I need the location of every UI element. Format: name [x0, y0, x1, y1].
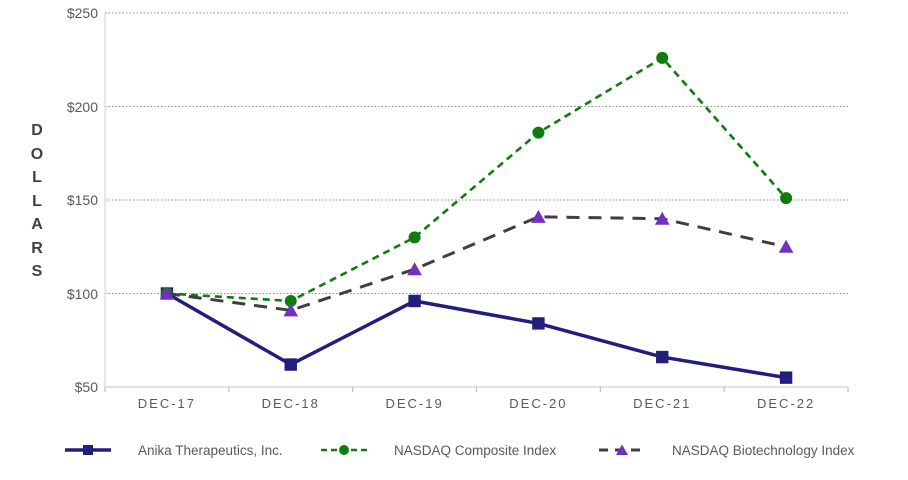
y-axis-title-letter: O: [30, 145, 44, 163]
plot-area: [104, 12, 849, 392]
marker-circle: [532, 126, 545, 139]
legend-swatch: [65, 445, 111, 455]
legend-item: NASDAQ Composite Index: [320, 438, 556, 462]
legend: Anika Therapeutics, Inc. NASDAQ Composite…: [0, 438, 908, 468]
legend-item: NASDAQ Biotechnology Index: [598, 438, 854, 462]
x-tick-label: DEC-20: [509, 396, 568, 411]
legend-swatch: [599, 444, 645, 455]
legend-marker-triangle: [616, 444, 628, 455]
marker-triangle: [159, 286, 175, 300]
y-axis-title-letter: L: [32, 169, 42, 186]
series-line: [166, 215, 787, 312]
y-tick-label: $250: [66, 5, 98, 21]
y-tick-label: $200: [66, 98, 98, 115]
marker-triangle: [531, 209, 546, 223]
legend-label: Anika Therapeutics, Inc.: [138, 442, 283, 458]
marker-circle: [780, 192, 793, 205]
y-tick-label: $50: [74, 379, 98, 395]
x-tick-label: DEC-21: [633, 396, 692, 411]
legend-swatch: [321, 445, 367, 455]
y-axis-title-letter: S: [31, 263, 43, 280]
series-line: [166, 291, 787, 380]
marker-circle: [284, 294, 297, 307]
marker-square: [779, 371, 793, 384]
legend-label: NASDAQ Composite Index: [394, 442, 557, 458]
y-axis-title-letter: R: [31, 239, 43, 257]
marker-circle: [408, 231, 421, 244]
marker-square: [532, 317, 545, 330]
marker-square: [656, 350, 669, 364]
marker-square: [284, 358, 297, 371]
marker-square: [408, 294, 421, 308]
y-tick-label: $100: [66, 285, 98, 302]
marker-triangle: [778, 239, 794, 253]
marker-circle: [656, 51, 669, 64]
legend-item: Anika Therapeutics, Inc.: [64, 438, 283, 462]
legend-marker-square: [83, 445, 93, 455]
y-tick-label: $150: [66, 192, 98, 208]
marker-triangle: [407, 262, 422, 276]
marker-triangle: [654, 211, 670, 225]
x-tick-label: DEC-22: [756, 396, 816, 411]
y-axis-title-letter: A: [31, 216, 43, 233]
y-axis-title-letter: D: [31, 122, 43, 139]
x-tick-label: DEC-19: [385, 396, 444, 411]
legend-label: NASDAQ Biotechnology Index: [672, 442, 855, 458]
marker-triangle: [283, 303, 299, 317]
legend-marker-circle: [339, 445, 349, 455]
y-axis-title-letter: L: [32, 192, 42, 210]
series-line: [166, 56, 788, 303]
x-tick-label: DEC-17: [137, 396, 197, 411]
x-tick-label: DEC-18: [261, 396, 320, 411]
